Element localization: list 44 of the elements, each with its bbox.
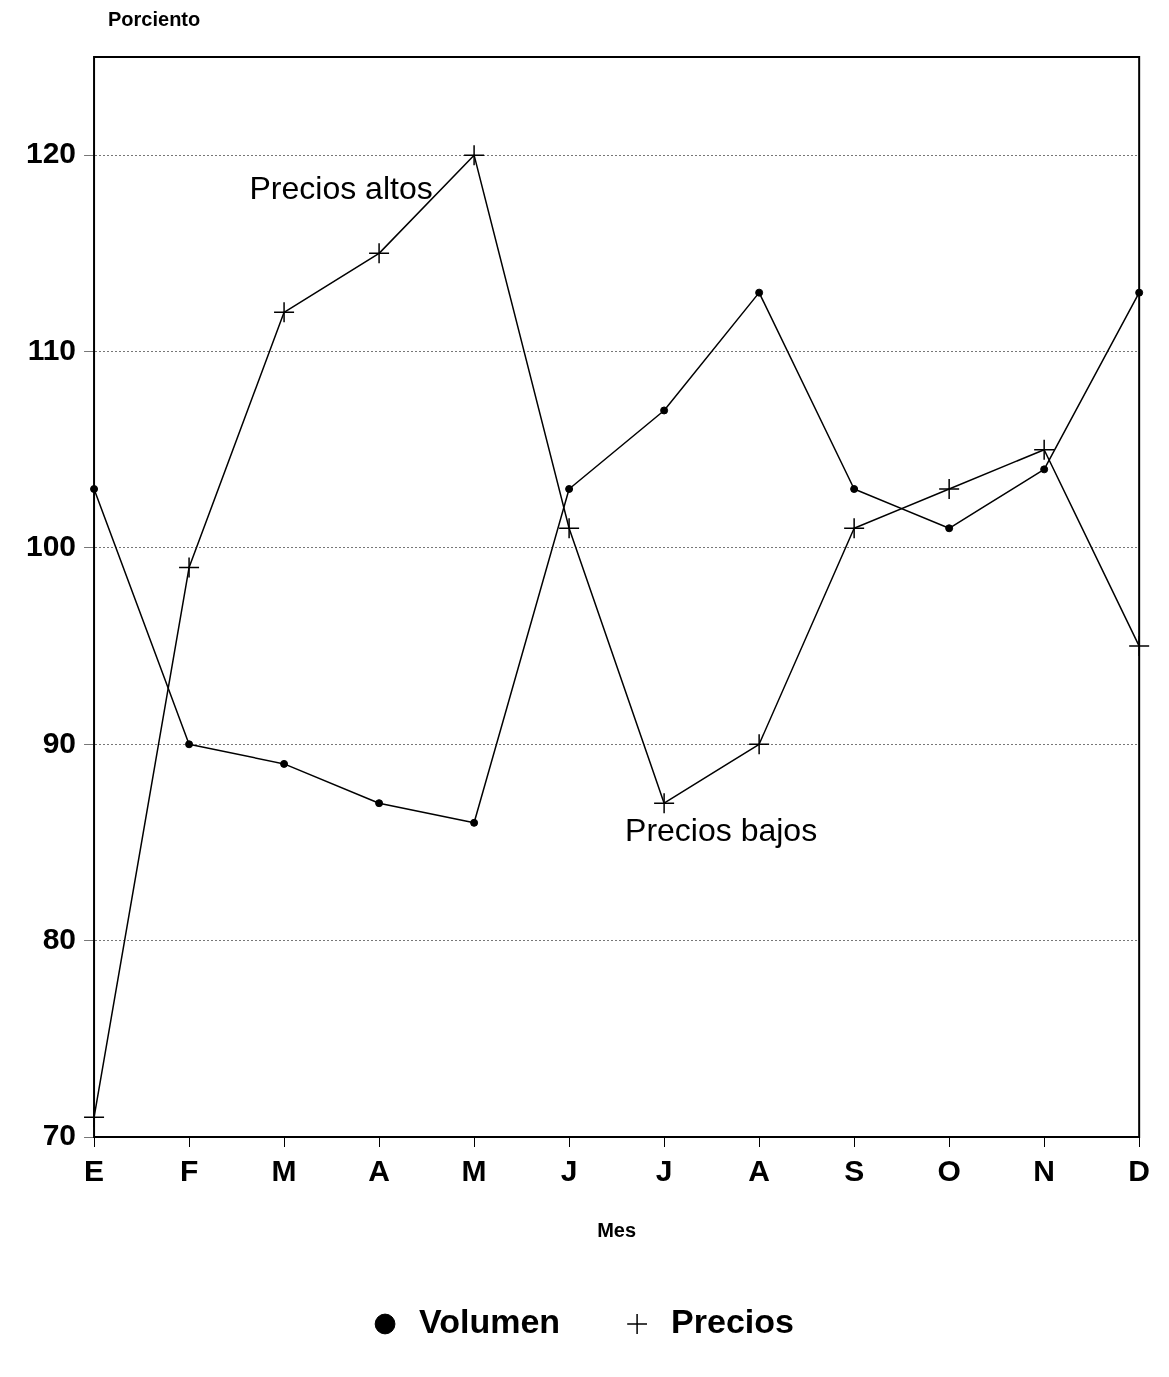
x-axis-title: Mes xyxy=(597,1218,637,1241)
x-tick-label: O xyxy=(937,1154,961,1188)
point xyxy=(565,485,574,493)
x-tick-label: E xyxy=(84,1154,105,1188)
y-tick-label: 70 xyxy=(42,1118,77,1152)
legend-label: Volumen xyxy=(419,1302,561,1341)
point xyxy=(463,144,485,166)
x-tick-label: F xyxy=(179,1154,199,1188)
y-axis-title: Porciento xyxy=(107,8,202,31)
x-tick-label: D xyxy=(1128,1154,1150,1188)
point xyxy=(748,733,770,756)
x-tick-label: J xyxy=(655,1154,673,1188)
point xyxy=(945,524,954,533)
point xyxy=(660,406,669,415)
point xyxy=(185,740,194,749)
y-tick-label: 110 xyxy=(27,332,77,366)
x-tick-label: J xyxy=(560,1154,578,1188)
point xyxy=(273,301,295,324)
point xyxy=(470,818,479,827)
y-tick-label: 120 xyxy=(25,136,77,170)
annotation: Precios altos xyxy=(249,170,433,207)
y-tick-label: 100 xyxy=(25,529,77,563)
x-tick-label: N xyxy=(1033,1154,1055,1188)
x-tick-label: A xyxy=(368,1154,390,1188)
x-tick-label: S xyxy=(844,1154,865,1188)
point xyxy=(558,517,580,540)
point xyxy=(178,556,200,579)
point xyxy=(850,485,859,493)
point xyxy=(938,478,960,500)
point xyxy=(653,792,675,814)
point xyxy=(280,759,289,768)
point xyxy=(1033,438,1055,461)
point xyxy=(368,242,390,265)
point xyxy=(1040,465,1049,474)
annotation: Precios bajos xyxy=(625,812,818,849)
y-tick-label: 80 xyxy=(42,921,77,955)
point xyxy=(843,517,865,540)
x-tick-label: A xyxy=(748,1154,770,1188)
x-tick-label: M xyxy=(461,1154,487,1188)
x-tick-label: M xyxy=(271,1154,297,1188)
point xyxy=(375,799,384,808)
point xyxy=(755,288,764,297)
y-tick-label: 90 xyxy=(42,725,77,759)
legend-label: Precios xyxy=(671,1302,794,1341)
